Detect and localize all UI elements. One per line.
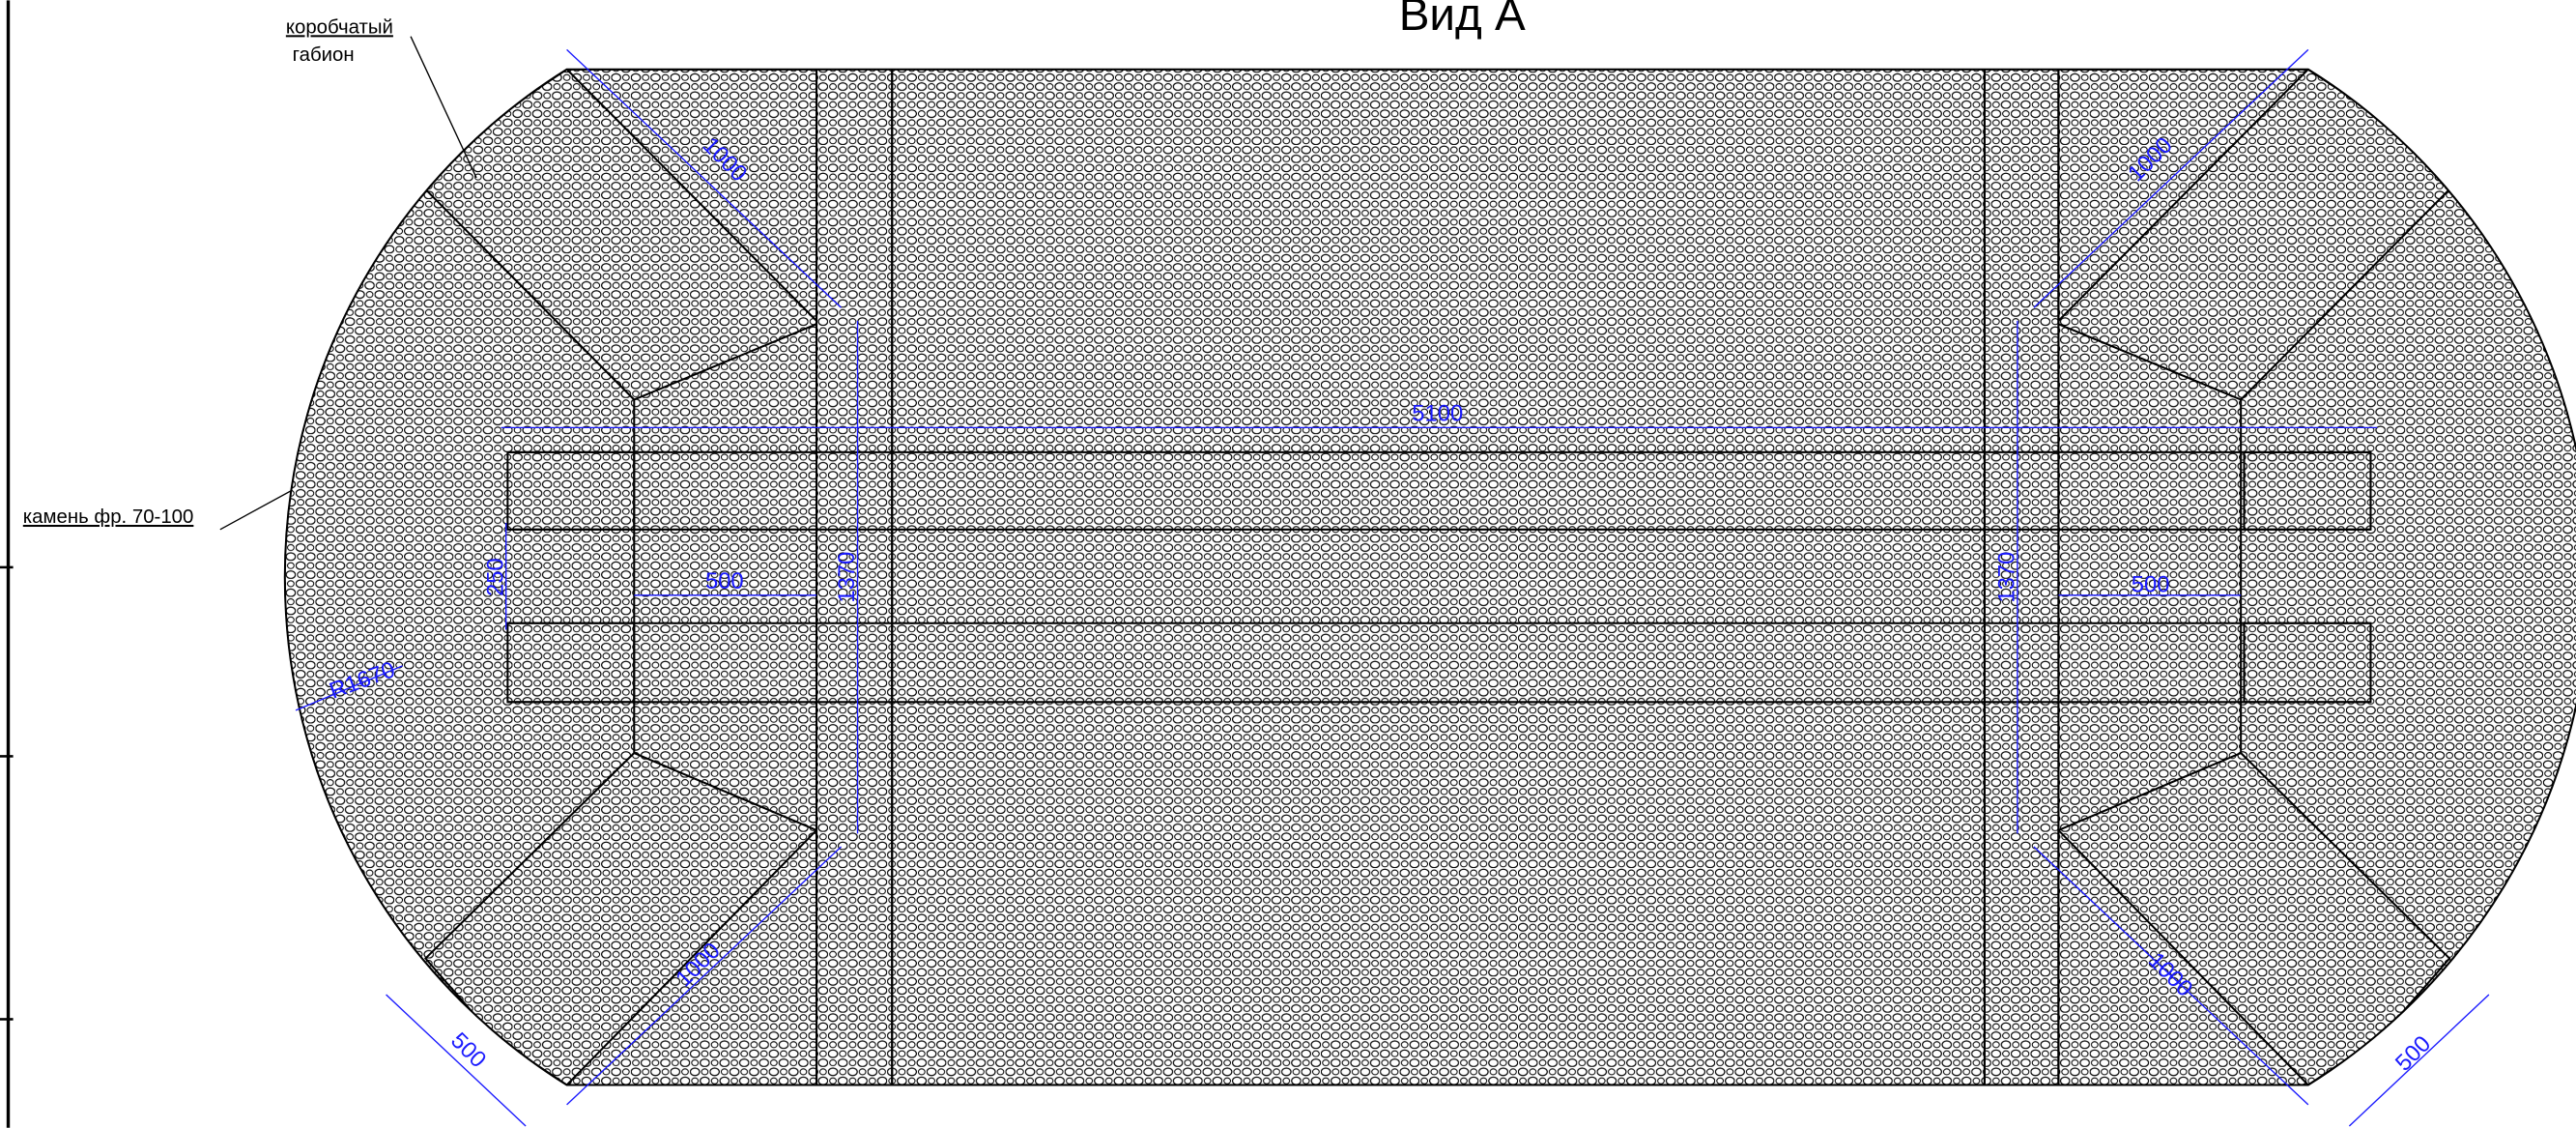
dimension: 500 — [705, 568, 744, 594]
fine-stone-fill — [246, 49, 2576, 1117]
dimension: 500 — [2390, 1030, 2436, 1076]
drawing: Вид А коробчатый габион камень фр. 70-10… — [0, 0, 2576, 1128]
dimension: 500 — [445, 1027, 491, 1073]
page: Вид А коробчатый габион камень фр. 70-10… — [0, 0, 2576, 1128]
dimension: 250 — [482, 558, 508, 596]
leader — [220, 490, 293, 530]
dimension: 5100 — [1412, 401, 1463, 427]
plan — [246, 49, 2576, 1117]
leader-label: габион — [293, 44, 355, 66]
view-title: Вид А — [1399, 0, 1526, 41]
dimension: 1370 — [1994, 552, 2020, 603]
leader-label: коробчатый — [286, 16, 393, 38]
leader-label: камень фр. 70-100 — [23, 506, 194, 528]
leader — [411, 37, 476, 178]
dimension: 500 — [2132, 571, 2170, 597]
dimension: 1370 — [834, 552, 860, 603]
